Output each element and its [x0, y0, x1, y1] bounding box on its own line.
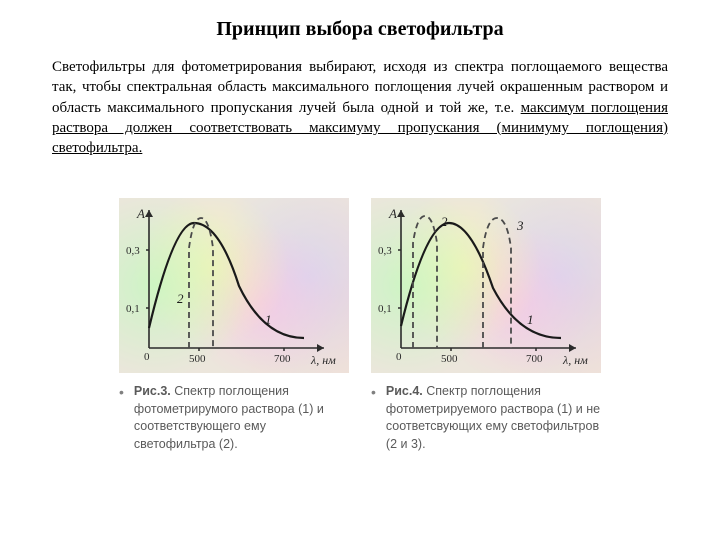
- y-axis-arrow: [397, 210, 405, 217]
- x-tick-1: 500: [441, 353, 458, 365]
- y-axis-label: A: [136, 206, 145, 221]
- figure-4-plot: A 0,3 0,1 0 500 700 λ, нм 1 2 3: [371, 198, 601, 373]
- y-tick-1: 0,1: [378, 303, 392, 315]
- page: Принцип выбора светофильтра Светофильтры…: [0, 0, 720, 540]
- x-tick-1: 500: [189, 353, 206, 365]
- figure-4-caption: Рис.4. Спектр поглощения фотометрируемог…: [371, 383, 601, 453]
- y-axis-label: A: [388, 206, 397, 221]
- y-tick-1: 0,1: [126, 303, 140, 315]
- figure-3-plot: A 0,3 0,1 0 500 700 λ, нм 1 2: [119, 198, 349, 373]
- x-axis-arrow: [317, 344, 324, 352]
- x-axis-label: λ, нм: [310, 353, 336, 367]
- main-paragraph: Светофильтры для фотометрирования выбира…: [52, 57, 668, 158]
- curve-1: [401, 223, 561, 338]
- curve-1: [149, 223, 304, 338]
- figure-3: A 0,3 0,1 0 500 700 λ, нм 1 2: [119, 198, 349, 453]
- curve-2: [189, 218, 213, 348]
- figure-4: A 0,3 0,1 0 500 700 λ, нм 1 2 3: [371, 198, 601, 453]
- figure-3-caption-bold: Рис.3.: [134, 384, 171, 398]
- y-tick-2: 0,3: [378, 245, 392, 257]
- svg-text:0: 0: [396, 351, 402, 363]
- x-axis-arrow: [569, 344, 576, 352]
- y-axis-arrow: [145, 210, 153, 217]
- figure-3-caption: Рис.3. Спектр поглощения фотометрирумого…: [119, 383, 349, 453]
- curve-3: [483, 218, 511, 348]
- figures-row: A 0,3 0,1 0 500 700 λ, нм 1 2: [52, 198, 668, 453]
- x-tick-2: 700: [526, 353, 543, 365]
- svg-text:0: 0: [144, 351, 150, 363]
- x-axis-label: λ, нм: [562, 353, 588, 367]
- figure-4-caption-bold: Рис.4.: [386, 384, 423, 398]
- curve-1-label: 1: [265, 312, 272, 327]
- curve-2-label: 2: [441, 214, 448, 229]
- y-tick-2: 0,3: [126, 245, 140, 257]
- curve-1-label: 1: [527, 312, 534, 327]
- page-title: Принцип выбора светофильтра: [52, 18, 668, 41]
- curve-2-label: 2: [177, 291, 184, 306]
- x-tick-2: 700: [274, 353, 291, 365]
- curve-3-label: 3: [516, 218, 524, 233]
